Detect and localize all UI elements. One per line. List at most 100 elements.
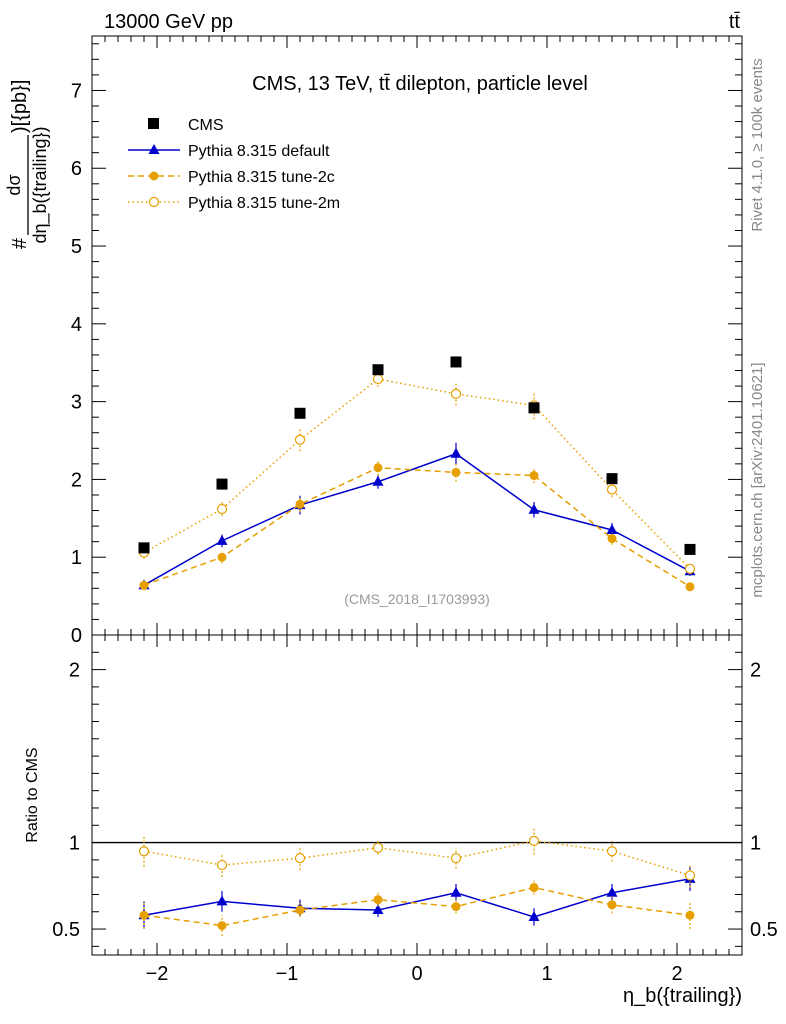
ratio-point-tune-2m <box>294 853 306 864</box>
ratio-y-tick-label-left: 2 <box>69 660 80 682</box>
ratio-series <box>138 827 696 936</box>
ratio-y-tick-label-left: 0.5 <box>52 919 80 941</box>
x-tick-label: 2 <box>671 963 682 985</box>
main-point-default <box>216 534 228 545</box>
ratio-point-default <box>450 886 462 897</box>
main-point-cms <box>450 356 462 368</box>
y-label-prefix: # <box>9 237 31 249</box>
main-point-default <box>528 503 540 514</box>
ratio-point-tune-2m <box>684 870 696 881</box>
ratio-point-default <box>216 895 228 906</box>
main-point-cms <box>216 478 228 490</box>
axis-tick-labels: −2 −1 0 1 2 0 1 2 3 4 5 6 7 0.5 0.5 1 1 2 2 <box>52 80 778 985</box>
y-tick-label: 0 <box>71 625 82 647</box>
main-point-tune-2c <box>529 471 539 481</box>
ratio-point-tune-2m <box>450 853 462 864</box>
y-label-suffix: )[{pb}] <box>9 80 31 133</box>
main-point-tune-2m <box>450 388 462 399</box>
main-point-cms <box>138 542 150 554</box>
main-series <box>138 356 696 592</box>
ratio-point-default <box>372 904 384 915</box>
y-tick-label: 4 <box>71 314 82 336</box>
ratio-point-tune-2m <box>138 846 150 857</box>
main-point-tune-2c <box>217 552 227 562</box>
y-tick-label: 3 <box>71 392 82 414</box>
main-point-default <box>606 523 618 534</box>
main-point-tune-2c <box>607 534 617 544</box>
main-line-default <box>143 452 691 586</box>
main-point-cms <box>606 473 618 485</box>
y-tick-label: 6 <box>71 158 82 180</box>
ratio-line-default <box>143 878 691 918</box>
rivet-label: Rivet 4.1.0, ≥ 100k events <box>749 58 766 231</box>
legend-marker-default <box>148 144 160 154</box>
axis-ticks <box>91 36 743 955</box>
ratio-y-tick-label-right: 1 <box>750 833 761 855</box>
x-tick-label: 1 <box>541 963 552 985</box>
main-point-default <box>450 447 462 458</box>
analysis-id: (CMS_2018_I1703993) <box>344 591 490 607</box>
ratio-line-tune-2c <box>143 886 691 927</box>
main-point-tune-2c <box>685 582 695 592</box>
ratio-y-tick-label-right: 0.5 <box>750 919 778 941</box>
legend-marker-cms <box>148 118 159 129</box>
ratio-point-tune-2c <box>607 900 617 910</box>
x-tick-label: −2 <box>146 963 169 985</box>
main-point-tune-2c <box>139 580 149 590</box>
main-point-tune-2m <box>294 434 306 445</box>
legend-label-tune2c: Pythia 8.315 tune-2c <box>188 169 335 186</box>
y-label-numerator: dσ <box>4 174 24 195</box>
ratio-point-tune-2m <box>372 842 384 853</box>
ratio-y-tick-label-left: 1 <box>69 833 80 855</box>
legend-label-default: Pythia 8.315 default <box>188 143 330 160</box>
ratio-point-tune-2c <box>295 905 305 915</box>
main-point-tune-2m <box>684 563 696 574</box>
ratio-point-tune-2c <box>529 883 539 893</box>
ratio-point-tune-2c <box>139 910 149 920</box>
y-tick-label: 2 <box>71 469 82 491</box>
ratio-point-tune-2c <box>373 895 383 905</box>
main-point-tune-2m <box>216 503 228 515</box>
ratio-point-tune-2m <box>606 846 618 857</box>
main-point-cms <box>684 543 696 555</box>
y-tick-label: 5 <box>71 236 82 258</box>
legend-label-tune2m: Pythia 8.315 tune-2m <box>188 195 340 212</box>
ratio-point-default <box>606 886 618 897</box>
ratio-point-tune-2m <box>528 835 540 846</box>
ratio-y-tick-label-right: 2 <box>750 660 761 682</box>
mcplots-label: mcplots.cern.ch [arXiv:2401.10621] <box>749 362 766 597</box>
y-label-denominator: dη_b({trailing}) <box>30 126 51 243</box>
legend-marker-tune2m <box>148 196 160 208</box>
main-point-default <box>372 475 384 486</box>
main-point-tune-2c <box>373 463 383 473</box>
ratio-point-tune-2m <box>216 859 228 871</box>
y-tick-label: 1 <box>71 547 82 569</box>
legend: CMS Pythia 8.315 default Pythia 8.315 tu… <box>128 117 340 212</box>
y-tick-label: 7 <box>71 80 82 102</box>
x-axis-label: η_b({trailing}) <box>623 985 742 1007</box>
main-point-tune-2c <box>451 467 461 477</box>
ratio-point-tune-2c <box>451 902 461 912</box>
ratio-line-tune-2m <box>143 840 691 877</box>
main-point-cms <box>528 402 540 414</box>
beam-label: 13000 GeV pp <box>104 11 233 33</box>
process-label: tt̄ <box>729 11 741 33</box>
x-tick-label: −1 <box>276 963 299 985</box>
ratio-point-tune-2c <box>217 921 227 931</box>
main-line-tune-2c <box>143 466 691 588</box>
main-point-tune-2c <box>295 499 305 509</box>
x-tick-label: 0 <box>411 963 422 985</box>
ratio-y-axis-label: Ratio to CMS <box>24 747 41 842</box>
ratio-point-tune-2c <box>685 910 695 920</box>
main-point-tune-2m <box>606 484 618 495</box>
main-point-cms <box>294 407 306 419</box>
ratio-point-default <box>528 910 540 921</box>
main-y-axis-label: # dσ dη_b({trailing}) )[{pb}] <box>4 80 51 250</box>
legend-marker-tune2c <box>149 171 159 181</box>
main-point-cms <box>372 364 384 376</box>
legend-label-cms: CMS <box>188 117 224 134</box>
plot-title: CMS, 13 TeV, tt̄ dilepton, particle leve… <box>252 73 588 95</box>
main-point-tune-2m <box>372 373 384 385</box>
